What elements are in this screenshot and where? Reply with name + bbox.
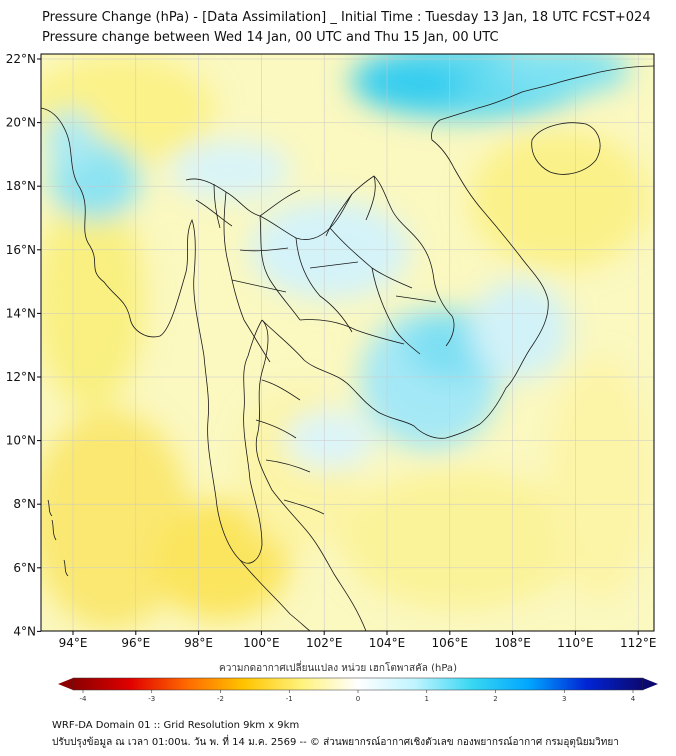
footer-update-info: ปรับปรุงข้อมูล ณ เวลา 01:00น. วัน พ. ที่… [52, 737, 619, 748]
lat-label: 6°N [13, 561, 36, 575]
colorbar-label: -1 [286, 695, 293, 703]
colorbar-caption: ความกดอากาศเปลี่ยนแปลง หน่วย เฮกโตพาสคัล… [219, 663, 457, 674]
pressure-change-field [41, 54, 654, 631]
peninsula-west-coast [239, 559, 311, 631]
axis-ticks [37, 58, 639, 635]
lon-label: 110°E [557, 636, 594, 650]
colorbar: -4 -3 -2 -1 0 1 2 3 4 [58, 677, 658, 703]
map-frame [40, 53, 655, 632]
chart-subtitle: Pressure change between Wed 14 Jan, 00 U… [42, 30, 499, 45]
hainan-island [531, 122, 601, 175]
colorbar-label: 0 [356, 695, 360, 703]
lon-label: 96°E [121, 636, 150, 650]
lon-label: 108°E [494, 636, 531, 650]
graticule [41, 54, 654, 631]
west-coastline [41, 107, 263, 564]
province-lines-north [195, 175, 437, 303]
national-borders [185, 175, 455, 347]
lat-label: 22°N [6, 52, 36, 66]
lon-label: 104°E [369, 636, 406, 650]
colorbar-max-arrow [643, 678, 658, 690]
lon-label: 106°E [432, 636, 469, 650]
lon-label: 98°E [184, 636, 213, 650]
province-lines [223, 191, 421, 363]
colorbar-label: 3 [562, 695, 566, 703]
colorbar-label: 2 [493, 695, 497, 703]
vietnam-coast [431, 65, 654, 425]
chart-title: Pressure Change (hPa) - [Data Assimilati… [42, 10, 651, 25]
gulf-coast [261, 319, 481, 439]
lat-label: 4°N [13, 624, 36, 638]
lat-label: 18°N [6, 179, 36, 193]
colorbar-label: -4 [80, 695, 88, 703]
coastlines-borders [41, 65, 654, 631]
lat-label: 16°N [6, 243, 36, 257]
lat-label: 14°N [6, 306, 36, 320]
lat-label: 8°N [13, 497, 36, 511]
andaman-islands [47, 499, 69, 577]
colorbar-label: 1 [425, 695, 429, 703]
colorbar-label: 4 [631, 695, 636, 703]
axis-labels: 94°E 96°E 98°E 100°E 102°E 104°E 106°E 108°E 110… [6, 52, 657, 650]
colorbar-label: -3 [148, 695, 155, 703]
footer-domain-info: WRF-DA Domain 01 :: Grid Resolution 9km … [52, 720, 300, 731]
lon-label: 94°E [59, 636, 88, 650]
peninsula-east-coast [255, 319, 367, 631]
colorbar-min-arrow [58, 678, 73, 690]
lat-label: 10°N [6, 434, 36, 448]
lat-label: 12°N [6, 370, 36, 384]
lon-label: 102°E [306, 636, 343, 650]
lon-label: 112°E [620, 636, 657, 650]
lon-label: 100°E [243, 636, 280, 650]
province-lines-south [255, 379, 325, 515]
colorbar-label: -2 [217, 695, 224, 703]
lat-label: 20°N [6, 116, 36, 130]
colorbar-bar [72, 677, 644, 691]
